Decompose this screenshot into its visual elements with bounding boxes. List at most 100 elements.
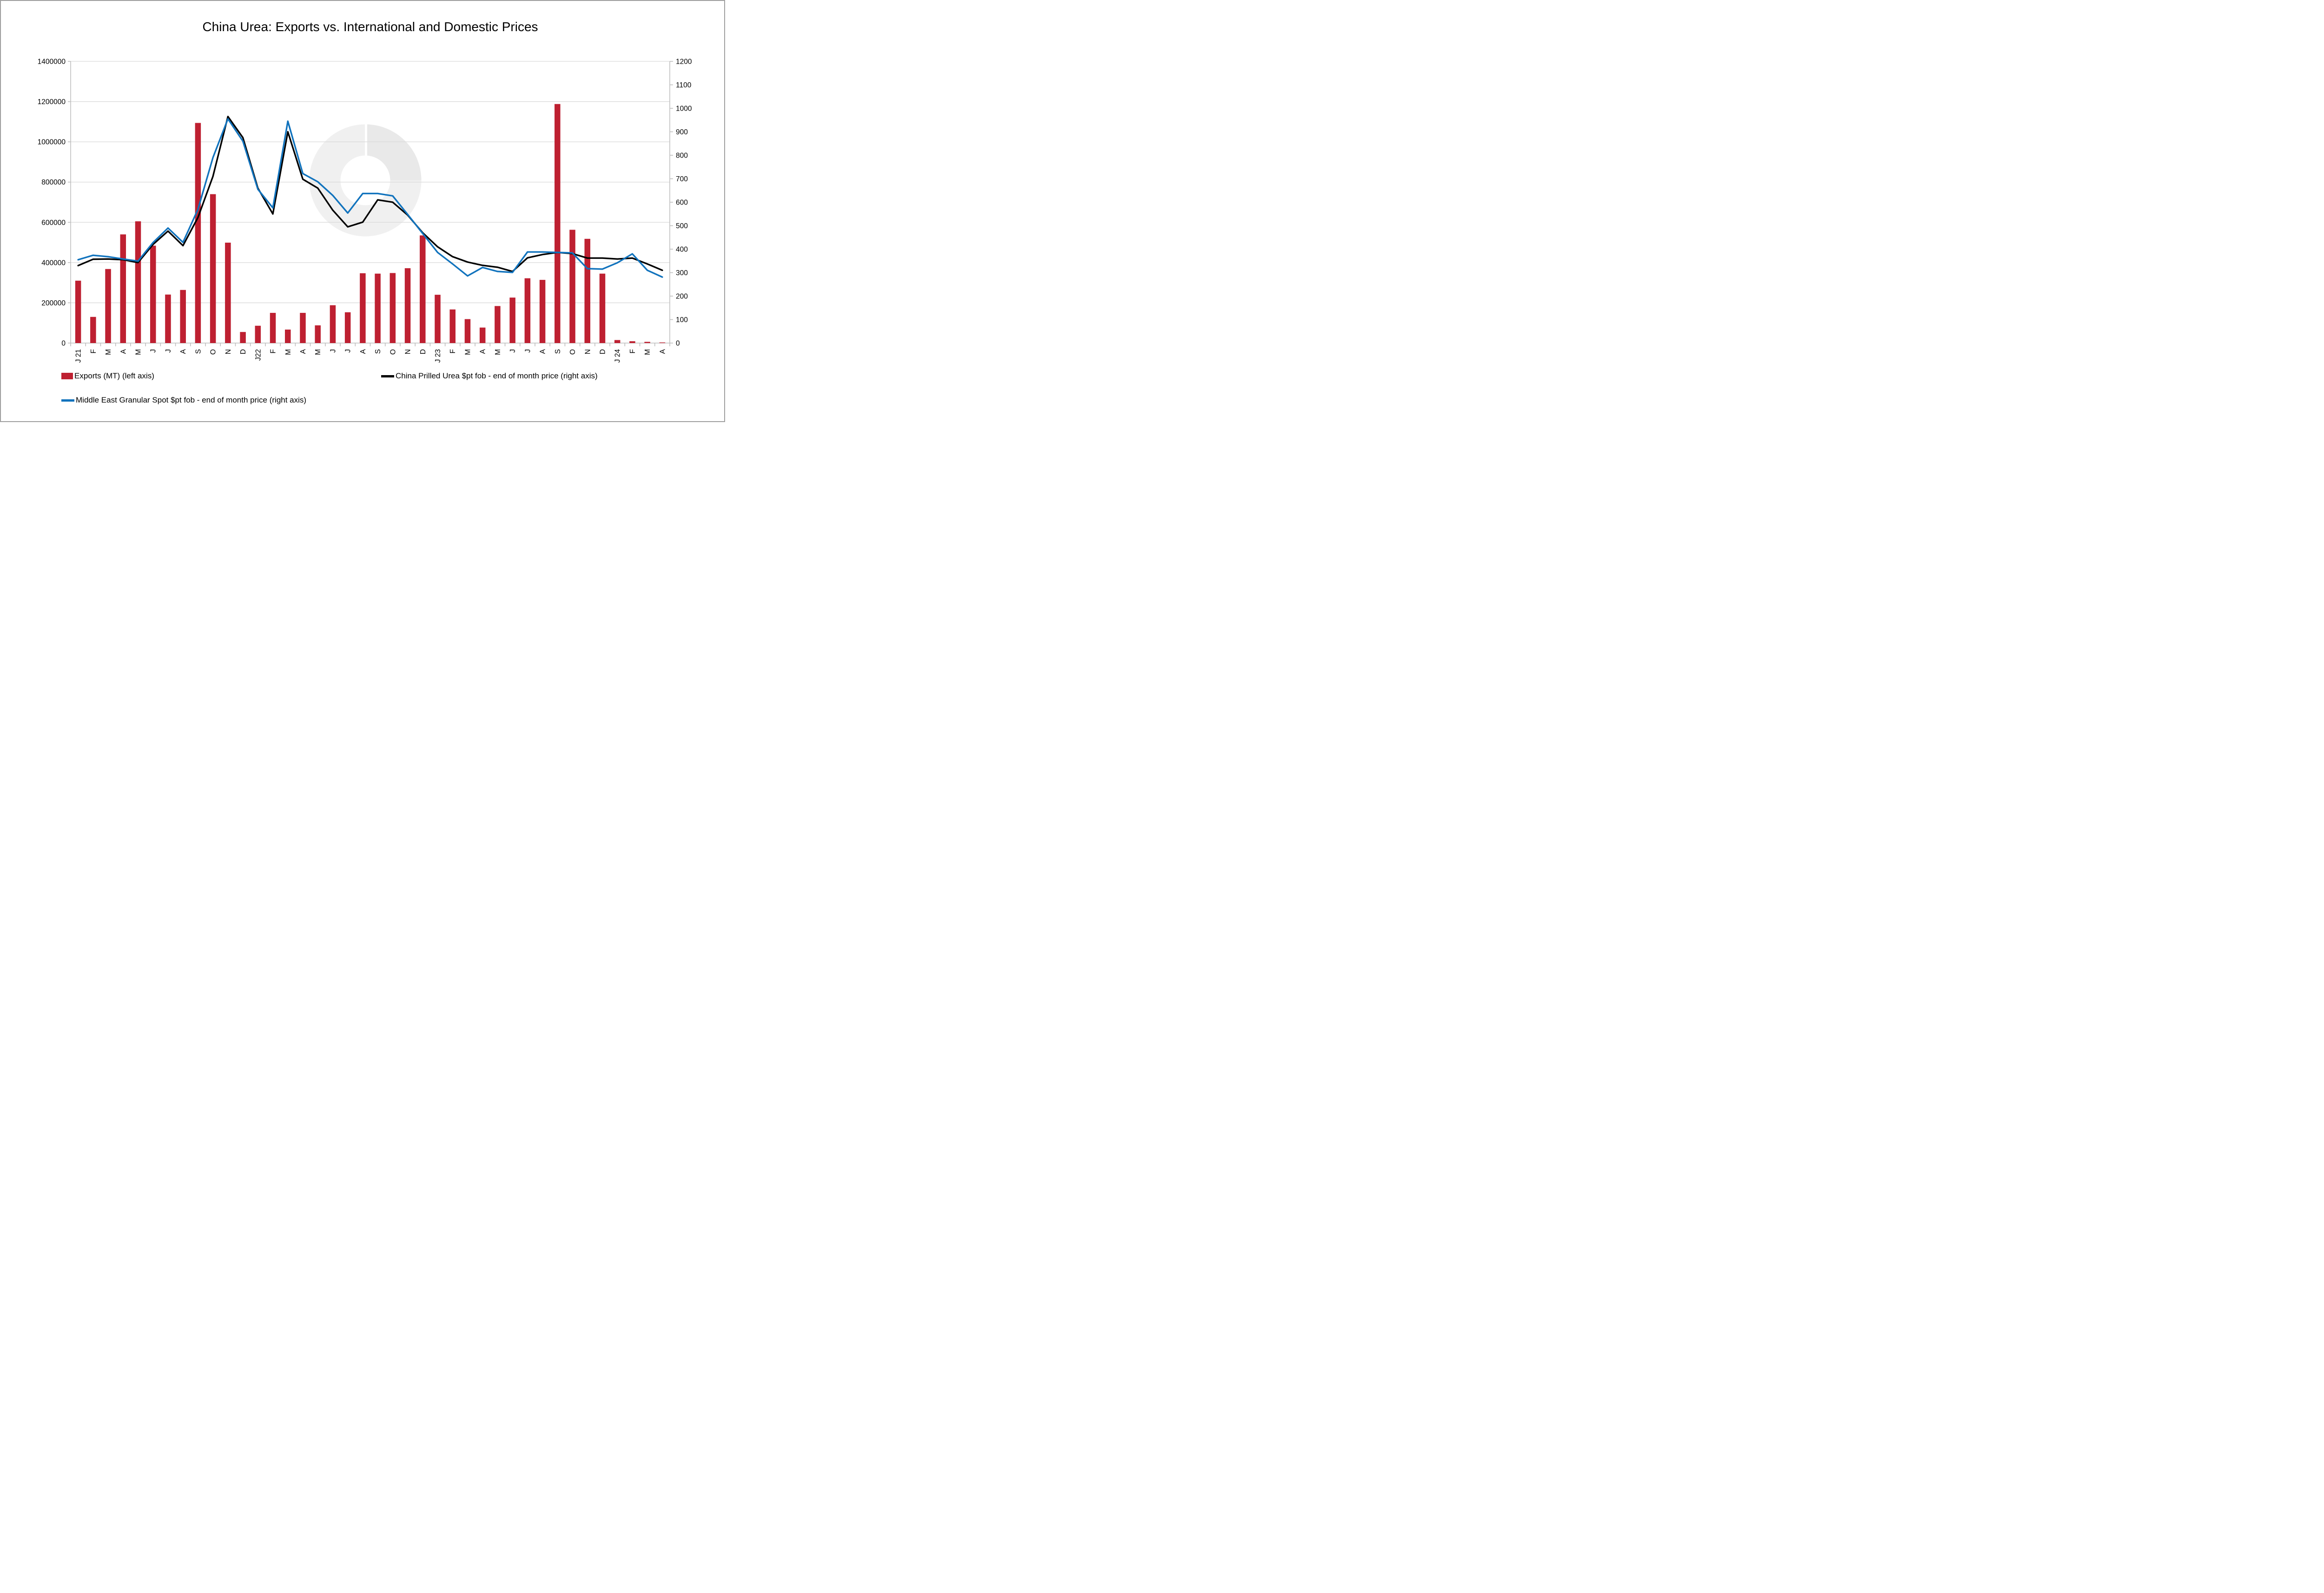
svg-text:J: J [524, 349, 532, 353]
svg-text:0: 0 [676, 340, 680, 348]
svg-text:300: 300 [676, 269, 688, 277]
export-bar [315, 325, 321, 343]
export-bar [509, 297, 515, 343]
export-bar [300, 313, 306, 343]
svg-text:A: A [659, 349, 667, 354]
svg-text:O: O [210, 349, 218, 355]
svg-text:600000: 600000 [41, 219, 66, 227]
svg-text:M: M [644, 349, 652, 355]
x-axis-labels: J 21 F M A M J J A S O N D J22 F M A M J J A S O N D J 23 F M A M J J A… [75, 349, 667, 363]
axes [68, 61, 673, 346]
export-bar [210, 194, 216, 343]
svg-text:M: M [314, 349, 322, 355]
legend-item-china-prilled: China Prilled Urea $pt fob - end of mont… [381, 371, 598, 381]
export-bar [495, 306, 501, 343]
svg-text:F: F [629, 349, 637, 353]
export-bar [479, 327, 486, 343]
svg-text:S: S [374, 349, 382, 354]
svg-text:O: O [569, 349, 577, 355]
svg-text:200000: 200000 [41, 299, 66, 307]
export-bar [404, 268, 411, 343]
svg-text:S: S [554, 349, 562, 354]
export-bar [524, 278, 531, 343]
svg-text:900: 900 [676, 128, 688, 136]
export-bar [255, 325, 261, 343]
legend-item-exports: Exports (MT) (left axis) [61, 371, 154, 381]
gridlines [71, 61, 670, 304]
export-bar [195, 123, 201, 343]
svg-text:1100: 1100 [676, 81, 692, 89]
svg-text:1200: 1200 [676, 58, 692, 66]
legend-item-middle-east-granular: Middle East Granular Spot $pt fob - end … [61, 396, 306, 405]
svg-text:O: O [389, 349, 397, 355]
svg-text:J: J [165, 349, 172, 353]
svg-text:A: A [299, 349, 307, 354]
export-bar [435, 295, 441, 343]
svg-text:M: M [284, 349, 292, 355]
export-bar [360, 273, 366, 343]
svg-text:A: A [479, 349, 487, 354]
svg-text:N: N [224, 349, 232, 354]
export-bar [75, 280, 81, 343]
svg-text:D: D [419, 349, 427, 354]
svg-text:A: A [359, 349, 367, 354]
svg-text:100: 100 [676, 316, 688, 324]
svg-text:800: 800 [676, 152, 688, 160]
export-bar [330, 305, 336, 343]
export-bar [344, 312, 351, 343]
legend-swatch-prilled-line [381, 375, 394, 377]
export-bar [629, 341, 635, 343]
svg-text:400000: 400000 [41, 259, 66, 267]
svg-text:F: F [270, 349, 277, 353]
chart-title: China Urea: Exports vs. International an… [202, 20, 538, 34]
svg-text:J: J [150, 349, 158, 353]
svg-text:1000: 1000 [676, 105, 692, 113]
svg-text:700: 700 [676, 175, 688, 183]
chart-figure: China Urea: Exports vs. International an… [0, 0, 725, 422]
export-bar [614, 340, 621, 343]
export-bar [449, 309, 456, 343]
svg-text:600: 600 [676, 199, 688, 207]
svg-text:J: J [344, 349, 352, 353]
export-bar [150, 245, 156, 343]
export-bar [240, 332, 246, 343]
svg-text:0: 0 [61, 340, 66, 348]
svg-text:800000: 800000 [41, 178, 66, 186]
svg-text:N: N [404, 349, 412, 354]
export-bar [644, 342, 650, 343]
left-axis-labels: 0 200000 400000 600000 800000 1000000 1200000 1… [38, 58, 66, 348]
export-bar [420, 235, 426, 343]
svg-text:F: F [449, 349, 457, 353]
svg-text:J: J [509, 349, 517, 353]
watermark-logo [309, 123, 422, 237]
svg-text:A: A [119, 349, 127, 354]
export-bar [120, 234, 126, 343]
export-bar [165, 294, 171, 343]
svg-text:J22: J22 [254, 349, 262, 361]
exports-bars [75, 104, 666, 343]
chart-plot-area: 0 200000 400000 600000 800000 1000000 1200000 1… [38, 58, 692, 363]
export-bar [270, 313, 276, 343]
svg-text:J 23: J 23 [434, 349, 442, 363]
svg-text:1200000: 1200000 [38, 98, 66, 106]
svg-text:J 21: J 21 [75, 349, 83, 363]
legend-label-middle-east-granular: Middle East Granular Spot $pt fob - end … [76, 396, 307, 404]
export-bar [135, 221, 141, 343]
svg-text:200: 200 [676, 293, 688, 301]
svg-text:A: A [179, 349, 187, 354]
export-bar [539, 280, 546, 343]
svg-text:M: M [494, 349, 502, 355]
svg-text:1000000: 1000000 [38, 139, 66, 146]
svg-text:500: 500 [676, 222, 688, 230]
legend-label-exports: Exports (MT) (left axis) [74, 371, 154, 380]
export-bar [90, 317, 96, 343]
svg-text:J 24: J 24 [614, 349, 622, 363]
export-bar [584, 238, 591, 343]
svg-text:N: N [584, 349, 592, 354]
svg-text:D: D [239, 349, 247, 354]
svg-text:D: D [599, 349, 607, 354]
legend-label-china-prilled: China Prilled Urea $pt fob - end of mont… [396, 371, 598, 380]
svg-text:F: F [90, 349, 98, 353]
svg-text:400: 400 [676, 246, 688, 254]
export-bar [464, 319, 471, 343]
